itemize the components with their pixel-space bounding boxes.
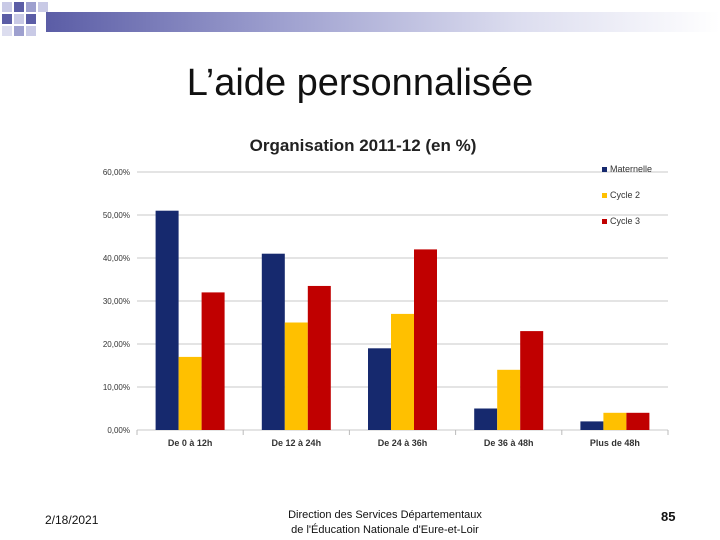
footer-organization: Direction des Services Départementaux de… bbox=[230, 508, 540, 538]
decor-square bbox=[26, 2, 36, 12]
y-tick-label: 40,00% bbox=[103, 254, 130, 263]
decor-square bbox=[2, 14, 12, 24]
bar bbox=[626, 412, 650, 430]
bar bbox=[284, 322, 308, 430]
bar bbox=[368, 348, 391, 430]
bar bbox=[155, 210, 179, 430]
y-tick-label: 0,00% bbox=[107, 426, 130, 435]
decor-square bbox=[14, 26, 24, 36]
legend-label: Cycle 3 bbox=[610, 216, 640, 226]
decor-square bbox=[14, 14, 24, 24]
slide-title: L’aide personnalisée bbox=[186, 62, 534, 104]
legend-swatch bbox=[602, 167, 607, 172]
decor-square bbox=[2, 2, 12, 12]
x-tick-label: De 0 à 12h bbox=[168, 438, 213, 448]
bar bbox=[178, 356, 202, 430]
y-tick-label: 60,00% bbox=[103, 168, 130, 177]
header-gradient-band bbox=[46, 12, 720, 32]
decorative-header bbox=[0, 0, 720, 48]
x-tick-label: De 24 à 36h bbox=[378, 438, 428, 448]
footer-line-2: de l'Éducation Nationale d'Eure-et-Loir bbox=[291, 524, 479, 536]
x-tick-label: De 36 à 48h bbox=[484, 438, 534, 448]
chart-title: Organisation 2011-12 (en %) bbox=[250, 136, 477, 155]
x-tick-label: De 12 à 24h bbox=[272, 438, 322, 448]
x-tick-label: Plus de 48h bbox=[590, 438, 640, 448]
legend-label: Cycle 2 bbox=[610, 190, 640, 200]
y-tick-label: 10,00% bbox=[103, 383, 130, 392]
bar bbox=[520, 331, 544, 430]
bar bbox=[261, 253, 285, 430]
y-tick-label: 50,00% bbox=[103, 211, 130, 220]
decor-square bbox=[2, 26, 12, 36]
bar bbox=[474, 408, 498, 430]
bar bbox=[497, 369, 521, 430]
y-tick-label: 20,00% bbox=[103, 340, 130, 349]
bar bbox=[414, 249, 437, 430]
bar bbox=[307, 285, 331, 430]
footer-line-1: Direction des Services Départementaux bbox=[288, 509, 482, 521]
legend-label: Maternelle bbox=[610, 164, 652, 174]
decor-square bbox=[38, 2, 48, 12]
y-tick-label: 30,00% bbox=[103, 297, 130, 306]
bar bbox=[391, 313, 414, 430]
decor-square bbox=[14, 2, 24, 12]
footer-date: 2/18/2021 bbox=[45, 513, 99, 527]
decor-square bbox=[26, 26, 36, 36]
legend-swatch bbox=[602, 219, 607, 224]
legend-swatch bbox=[602, 193, 607, 198]
bar bbox=[201, 292, 225, 430]
bar bbox=[603, 412, 627, 430]
bar bbox=[580, 421, 604, 430]
decor-square bbox=[26, 14, 36, 24]
page-number: 85 bbox=[661, 509, 676, 524]
